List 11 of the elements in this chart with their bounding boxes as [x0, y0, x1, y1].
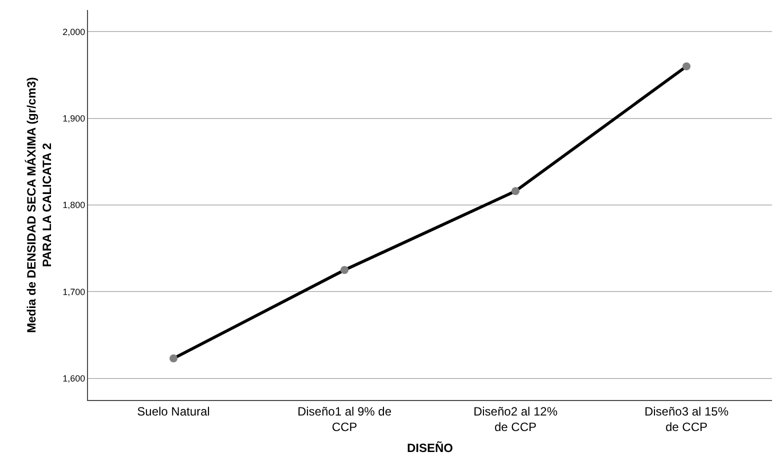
- x-tick-label: Diseño3 al 15% de CCP: [644, 404, 729, 434]
- y-tick-label: 1,600: [62, 373, 86, 384]
- x-tick-label: Diseño1 al 9% de CCP: [297, 404, 392, 434]
- y-tick-label: 2,000: [62, 26, 86, 37]
- y-tick-label: 1,700: [62, 286, 86, 297]
- y-tick-label: 1,800: [62, 200, 86, 210]
- x-tick-label: Diseño2 al 12% de CCP: [473, 404, 558, 434]
- x-tick-label: Suelo Natural: [137, 404, 210, 418]
- x-axis-title: DISEÑO: [406, 440, 454, 455]
- y-tick-label: 1,900: [62, 113, 86, 124]
- y-axis-title: Media de DENSIDAD SECA MÁXIMA (gr/cm3) PARA LA CALICATA 2: [24, 77, 54, 333]
